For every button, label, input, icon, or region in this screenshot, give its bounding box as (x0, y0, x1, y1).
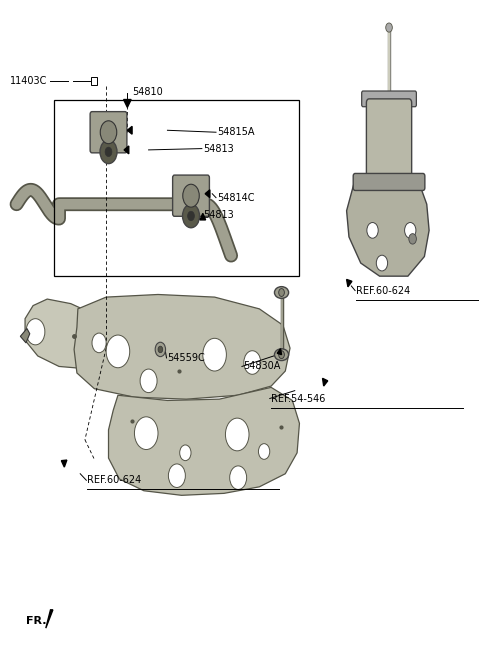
Circle shape (203, 338, 227, 371)
Polygon shape (20, 328, 30, 343)
Bar (54, 99, 300, 276)
Circle shape (106, 335, 130, 368)
FancyBboxPatch shape (362, 91, 416, 106)
Polygon shape (46, 610, 53, 628)
Ellipse shape (155, 342, 166, 357)
Circle shape (244, 351, 261, 374)
FancyBboxPatch shape (353, 173, 425, 191)
Polygon shape (323, 378, 328, 386)
Text: REF.60-624: REF.60-624 (87, 475, 142, 486)
Polygon shape (124, 146, 129, 154)
Polygon shape (74, 294, 290, 399)
Polygon shape (347, 279, 352, 287)
Text: FR.: FR. (26, 616, 47, 626)
FancyBboxPatch shape (366, 99, 412, 189)
Ellipse shape (182, 204, 200, 228)
Polygon shape (108, 388, 300, 495)
Circle shape (409, 234, 416, 244)
Text: 54813: 54813 (203, 144, 234, 154)
Text: REF.54-546: REF.54-546 (271, 394, 325, 403)
Polygon shape (61, 460, 67, 467)
Ellipse shape (188, 212, 194, 221)
Circle shape (229, 466, 247, 489)
Circle shape (386, 23, 392, 32)
Ellipse shape (158, 346, 163, 353)
Circle shape (258, 443, 270, 459)
Circle shape (168, 464, 185, 487)
Bar (91, 78, 97, 85)
Text: 11403C: 11403C (10, 76, 47, 86)
Circle shape (367, 223, 378, 238)
Circle shape (26, 319, 45, 345)
Text: 54559C: 54559C (168, 353, 205, 363)
Circle shape (226, 418, 249, 451)
Circle shape (180, 445, 191, 461)
Text: 54830A: 54830A (243, 361, 280, 371)
Text: 54813: 54813 (203, 210, 234, 220)
FancyBboxPatch shape (173, 175, 209, 216)
Ellipse shape (100, 121, 117, 144)
Polygon shape (277, 349, 282, 355)
Circle shape (376, 255, 388, 271)
Polygon shape (25, 299, 118, 369)
Ellipse shape (105, 147, 112, 156)
Polygon shape (123, 99, 131, 107)
Text: 54814C: 54814C (217, 193, 254, 202)
Polygon shape (127, 126, 132, 134)
Text: 54815A: 54815A (217, 127, 254, 137)
Ellipse shape (275, 286, 288, 298)
Circle shape (140, 369, 157, 393)
Text: 54810: 54810 (132, 87, 163, 97)
Ellipse shape (275, 349, 288, 361)
FancyBboxPatch shape (90, 112, 127, 153)
Polygon shape (347, 185, 429, 276)
Ellipse shape (183, 184, 199, 207)
Circle shape (405, 223, 416, 238)
Circle shape (134, 417, 158, 449)
Polygon shape (205, 190, 210, 198)
Ellipse shape (100, 140, 117, 164)
Circle shape (279, 351, 284, 359)
Polygon shape (200, 214, 205, 220)
Circle shape (279, 288, 284, 296)
Text: REF.60-624: REF.60-624 (356, 286, 410, 296)
Circle shape (92, 333, 106, 353)
